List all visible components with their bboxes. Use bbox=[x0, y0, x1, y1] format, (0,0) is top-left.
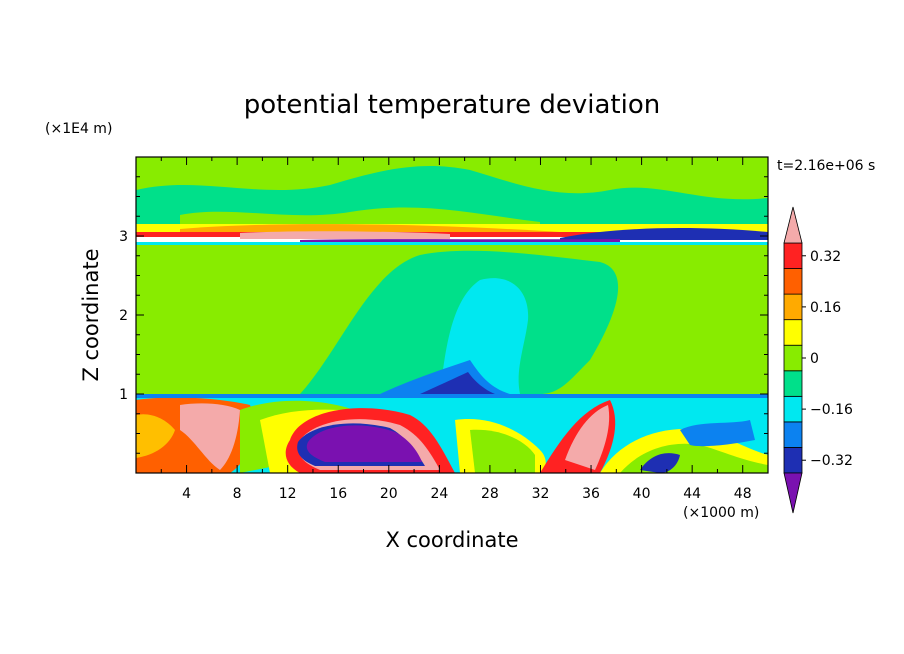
x-tick-label: 28 bbox=[481, 486, 499, 502]
x-tick-label: 24 bbox=[430, 486, 448, 502]
colorbar-extend-high bbox=[783, 206, 803, 244]
colorbar-box bbox=[783, 293, 803, 321]
chart-title: potential temperature deviation bbox=[244, 90, 660, 120]
colorbar-label: 0.16 bbox=[810, 300, 841, 316]
x-tick-label: 36 bbox=[582, 486, 600, 502]
x-tick-label: 44 bbox=[683, 486, 701, 502]
time-label: t=2.16e+06 s bbox=[777, 158, 875, 174]
bl-right-pink bbox=[565, 405, 610, 470]
y-axis-label: Z coordinate bbox=[79, 248, 103, 381]
colorbar-label: −0.32 bbox=[810, 453, 853, 469]
colorbar-box bbox=[783, 421, 803, 448]
y-tick-label: 3 bbox=[119, 229, 128, 245]
x-tick-label: 40 bbox=[633, 486, 651, 502]
bl-left-pink bbox=[180, 403, 240, 470]
colorbar-label: 0 bbox=[810, 351, 819, 367]
bl-right-blue bbox=[640, 453, 680, 473]
colorbar-box bbox=[783, 395, 803, 423]
colorbar-box bbox=[783, 242, 803, 269]
x-tick-label: 32 bbox=[532, 486, 550, 502]
colorbar-box bbox=[783, 319, 803, 346]
band-pink bbox=[240, 231, 450, 239]
bl-center-green bbox=[470, 429, 535, 473]
colorbar-label: 0.32 bbox=[810, 249, 841, 265]
x-tick-label: 12 bbox=[279, 486, 297, 502]
bl-purple-core bbox=[306, 425, 422, 462]
x-axis-label: X coordinate bbox=[385, 528, 518, 552]
colorbar-box bbox=[783, 268, 803, 295]
colorbar-box bbox=[783, 447, 803, 474]
band-blue bbox=[560, 228, 768, 240]
y-tick-labels: 1 2 3 bbox=[119, 156, 768, 474]
x-tick-label: 16 bbox=[329, 486, 347, 502]
x-tick-label: 4 bbox=[182, 486, 191, 502]
y-tick-label: 2 bbox=[119, 308, 128, 324]
field-mid-darkblue bbox=[420, 372, 495, 394]
x-unit-label: (×1000 m) bbox=[683, 505, 759, 521]
x-tick-label: 8 bbox=[233, 486, 242, 502]
bl-yellow-left bbox=[136, 414, 175, 458]
bl-top-stripes bbox=[136, 394, 768, 398]
band-cyan bbox=[136, 242, 768, 245]
x-tick-label: 20 bbox=[380, 486, 398, 502]
colorbar-extend-low bbox=[783, 472, 803, 514]
y-unit-label: (×1E4 m) bbox=[45, 121, 112, 137]
x-tick-label: 48 bbox=[734, 486, 752, 502]
bl-right-darkblue bbox=[680, 420, 755, 447]
colorbar-box bbox=[783, 370, 803, 397]
x-tick-labels: 4 8 12 16 20 24 28 32 36 40 44 48 bbox=[135, 157, 769, 502]
colorbar-box bbox=[783, 344, 803, 372]
contour-field bbox=[136, 157, 768, 473]
colorbar-label: −0.16 bbox=[810, 402, 853, 418]
y-tick-label: 1 bbox=[119, 387, 128, 403]
colorbar: 0.32 0.16 0 −0.16 −0.32 bbox=[783, 206, 853, 514]
band-red bbox=[136, 232, 768, 237]
